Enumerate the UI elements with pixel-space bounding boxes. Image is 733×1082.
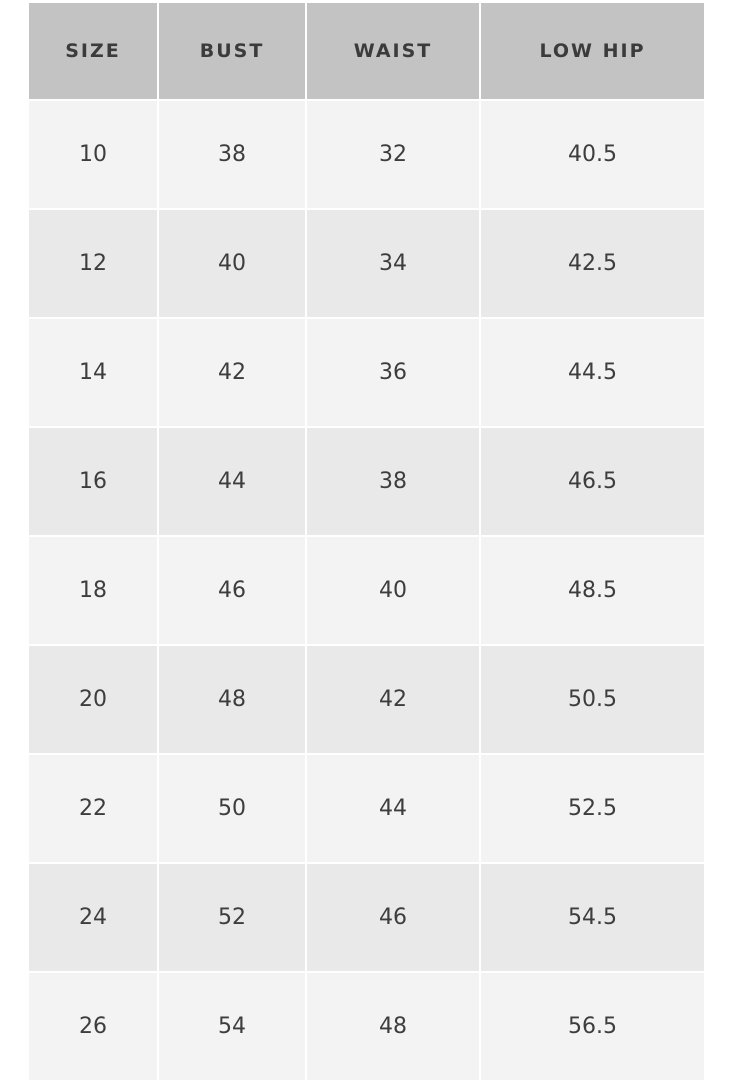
- cell-bust: 48: [159, 646, 305, 753]
- table-row: 16 44 38 46.5: [29, 428, 704, 535]
- cell-waist: 46: [307, 864, 479, 971]
- table-row: 10 38 32 40.5: [29, 101, 704, 208]
- table-row: 12 40 34 42.5: [29, 210, 704, 317]
- cell-low-hip: 46.5: [481, 428, 704, 535]
- cell-low-hip: 48.5: [481, 537, 704, 644]
- table-row: 26 54 48 56.5: [29, 973, 704, 1080]
- cell-size: 14: [29, 319, 157, 426]
- cell-waist: 36: [307, 319, 479, 426]
- cell-low-hip: 52.5: [481, 755, 704, 862]
- cell-bust: 38: [159, 101, 305, 208]
- cell-waist: 44: [307, 755, 479, 862]
- cell-waist: 40: [307, 537, 479, 644]
- cell-low-hip: 40.5: [481, 101, 704, 208]
- table-row: 14 42 36 44.5: [29, 319, 704, 426]
- cell-size: 20: [29, 646, 157, 753]
- cell-bust: 44: [159, 428, 305, 535]
- size-chart-table: SIZE BUST WAIST LOW HIP 10 38 32 40.5 12 40 34…: [27, 1, 706, 1082]
- cell-waist: 38: [307, 428, 479, 535]
- cell-size: 18: [29, 537, 157, 644]
- cell-bust: 42: [159, 319, 305, 426]
- cell-bust: 46: [159, 537, 305, 644]
- cell-waist: 32: [307, 101, 479, 208]
- cell-low-hip: 42.5: [481, 210, 704, 317]
- table-row: 22 50 44 52.5: [29, 755, 704, 862]
- header-row: SIZE BUST WAIST LOW HIP: [29, 3, 704, 99]
- cell-waist: 34: [307, 210, 479, 317]
- table-row: 20 48 42 50.5: [29, 646, 704, 753]
- table-row: 24 52 46 54.5: [29, 864, 704, 971]
- header-size: SIZE: [29, 3, 157, 99]
- cell-size: 24: [29, 864, 157, 971]
- cell-bust: 54: [159, 973, 305, 1080]
- header-bust: BUST: [159, 3, 305, 99]
- header-waist: WAIST: [307, 3, 479, 99]
- cell-low-hip: 56.5: [481, 973, 704, 1080]
- cell-waist: 42: [307, 646, 479, 753]
- cell-size: 22: [29, 755, 157, 862]
- cell-size: 16: [29, 428, 157, 535]
- cell-bust: 52: [159, 864, 305, 971]
- cell-bust: 50: [159, 755, 305, 862]
- cell-waist: 48: [307, 973, 479, 1080]
- cell-size: 10: [29, 101, 157, 208]
- table-row: 18 46 40 48.5: [29, 537, 704, 644]
- cell-low-hip: 54.5: [481, 864, 704, 971]
- cell-size: 26: [29, 973, 157, 1080]
- header-low-hip: LOW HIP: [481, 3, 704, 99]
- cell-low-hip: 50.5: [481, 646, 704, 753]
- cell-size: 12: [29, 210, 157, 317]
- cell-low-hip: 44.5: [481, 319, 704, 426]
- cell-bust: 40: [159, 210, 305, 317]
